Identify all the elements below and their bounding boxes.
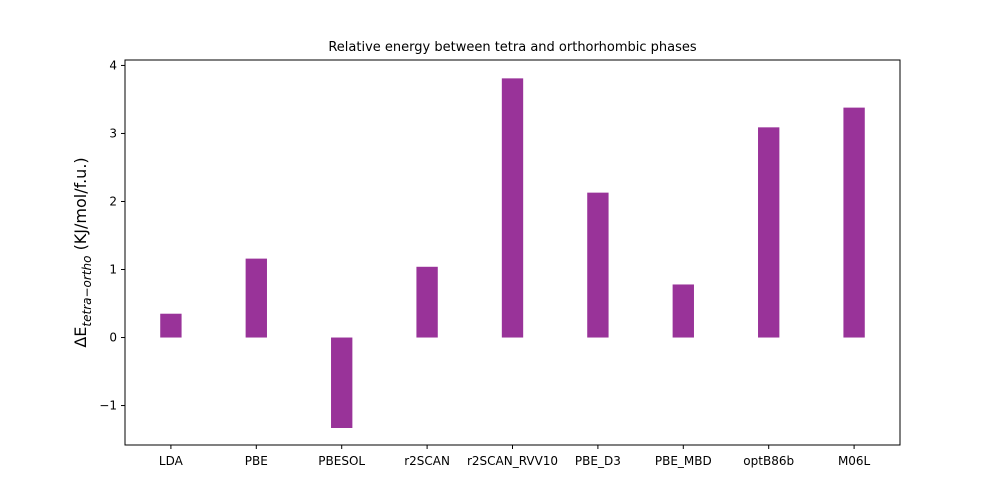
x-tick-label: PBE_D3 [575, 454, 621, 468]
y-tick-label: 2 [109, 194, 117, 208]
x-tick-label: PBE [245, 454, 268, 468]
bar-optb86b [758, 127, 780, 338]
x-tick-label: PBESOL [318, 454, 365, 468]
x-tick-label: optB86b [743, 454, 794, 468]
y-tick-label: 4 [109, 58, 117, 72]
bar-r2scan [416, 266, 438, 338]
y-tick-label: −1 [99, 399, 117, 413]
bar-lda [160, 313, 182, 338]
plot-frame [124, 59, 901, 446]
y-axis-label: ΔEtetra−ortho (KJ/mol/f.u.) [71, 157, 94, 347]
bar-pbe [245, 258, 267, 338]
x-tick-label: M06L [838, 454, 871, 468]
plot-area [160, 78, 865, 428]
x-tick-label: PBE_MBD [655, 454, 712, 468]
x-tick-label: LDA [159, 454, 184, 468]
y-tick-label: 0 [109, 331, 117, 345]
y-axis-label-prefix: ΔE [71, 327, 90, 348]
chart-title: Relative energy between tetra and orthor… [328, 40, 696, 55]
y-tick-label: 1 [109, 263, 117, 277]
y-axis: −1 0 1 2 3 4 [99, 58, 125, 413]
x-axis: LDA PBE PBESOL r2SCAN r2SCAN_RVV10 PBE_D3 PBE_… [159, 445, 871, 468]
bar-r2scan-rvv10 [501, 78, 524, 338]
bar-m06l [843, 107, 865, 338]
bar-pbesol [331, 337, 353, 428]
bar-pbe-d3 [587, 192, 609, 338]
bar-pbe-mbd [672, 284, 694, 338]
x-tick-label: r2SCAN_RVV10 [467, 454, 558, 468]
y-axis-label-subscript: tetra−ortho [80, 256, 94, 327]
y-axis-label-suffix: (KJ/mol/f.u.) [71, 157, 90, 255]
y-tick-label: 3 [109, 126, 117, 140]
x-tick-label: r2SCAN [404, 454, 450, 468]
